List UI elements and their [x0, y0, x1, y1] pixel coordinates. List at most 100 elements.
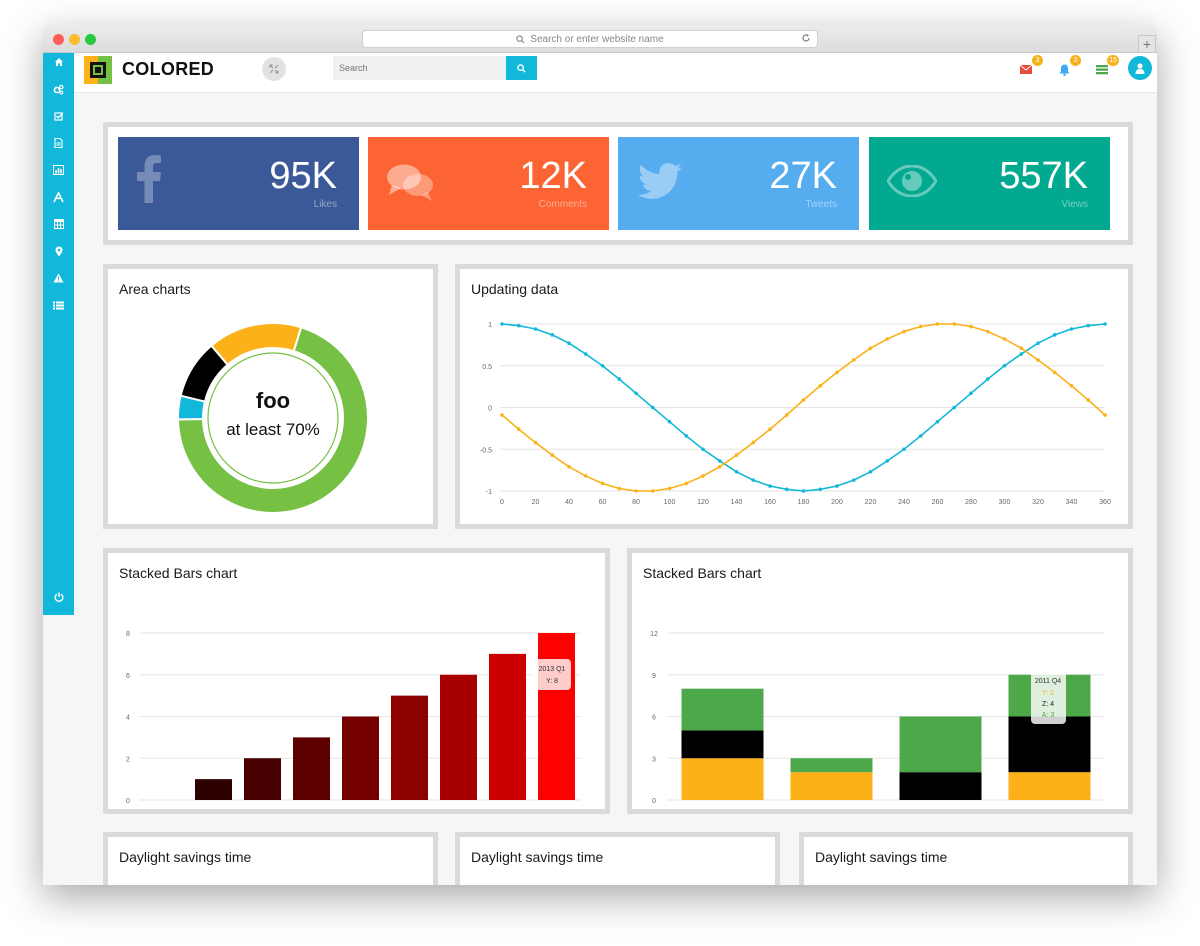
series-point[interactable] — [667, 419, 672, 424]
series-point[interactable] — [500, 322, 504, 326]
series-point[interactable] — [1002, 363, 1007, 368]
series-point[interactable] — [784, 487, 789, 492]
messages-button[interactable]: 15 — [1094, 55, 1119, 79]
series-point[interactable] — [969, 391, 973, 396]
series-point[interactable] — [851, 478, 856, 482]
series-point[interactable] — [550, 453, 555, 457]
series-point[interactable] — [801, 489, 806, 493]
series-point[interactable] — [1002, 337, 1007, 341]
series-point[interactable] — [667, 486, 672, 491]
series-point[interactable] — [550, 333, 555, 337]
series-point[interactable] — [868, 469, 873, 474]
maximize-window-button[interactable] — [85, 34, 96, 45]
fullscreen-button[interactable] — [262, 57, 286, 81]
minimize-window-button[interactable] — [69, 34, 80, 45]
sidebar-item-logout[interactable] — [43, 588, 74, 606]
series-point[interactable] — [768, 427, 772, 432]
series-point[interactable] — [751, 478, 756, 482]
series-point[interactable] — [885, 337, 890, 341]
stacked-bar-segment[interactable] — [1008, 772, 1091, 800]
series-point[interactable] — [1103, 322, 1107, 326]
stacked-bar-segment[interactable] — [790, 772, 873, 800]
series-point[interactable] — [768, 484, 772, 488]
series-point[interactable] — [1103, 413, 1107, 417]
search-input[interactable] — [333, 56, 506, 80]
series-point[interactable] — [1052, 333, 1057, 337]
series-point[interactable] — [1086, 323, 1091, 328]
notifications-button[interactable]: 3 — [1056, 55, 1081, 79]
stacked-bar-segment[interactable] — [681, 688, 764, 731]
bar[interactable] — [391, 695, 428, 800]
stacked-bar-segment[interactable] — [681, 758, 764, 800]
address-bar[interactable]: Search or enter website name — [362, 30, 818, 48]
series-point[interactable] — [1069, 383, 1074, 388]
series-point[interactable] — [516, 323, 521, 328]
stacked-bar-segment[interactable] — [681, 730, 764, 759]
series-point[interactable] — [935, 419, 940, 424]
series-point[interactable] — [818, 383, 823, 388]
series-point[interactable] — [567, 464, 571, 469]
donut-slice[interactable] — [210, 322, 303, 367]
series-point[interactable] — [734, 469, 739, 474]
series-point[interactable] — [835, 484, 839, 488]
series-point[interactable] — [801, 398, 806, 402]
series-point[interactable] — [885, 459, 890, 463]
series-point[interactable] — [617, 486, 622, 491]
sidebar-item-pages[interactable] — [43, 134, 74, 152]
series-point[interactable] — [902, 329, 906, 334]
stacked-bar-segment[interactable] — [899, 772, 982, 800]
series-point[interactable] — [985, 377, 990, 381]
series-point[interactable] — [985, 329, 990, 334]
series-point[interactable] — [818, 487, 823, 492]
sidebar-item-settings[interactable] — [43, 80, 74, 98]
bar[interactable] — [293, 737, 330, 800]
series-point[interactable] — [684, 481, 689, 486]
series-point[interactable] — [634, 391, 638, 396]
series-point[interactable] — [533, 440, 538, 445]
series-point[interactable] — [851, 358, 856, 362]
series-point[interactable] — [1019, 346, 1024, 351]
series-point[interactable] — [600, 363, 605, 368]
series-point[interactable] — [1086, 398, 1091, 402]
close-window-button[interactable] — [53, 34, 64, 45]
series-point[interactable] — [650, 405, 655, 410]
sidebar-item-tasks[interactable] — [43, 107, 74, 125]
sidebar-item-home[interactable] — [43, 53, 74, 71]
series-point[interactable] — [717, 459, 722, 463]
bar[interactable] — [538, 633, 575, 800]
series-point[interactable] — [952, 405, 957, 410]
user-avatar[interactable] — [1128, 56, 1152, 80]
sidebar-item-alerts[interactable] — [43, 269, 74, 287]
series-point[interactable] — [1069, 327, 1074, 331]
series-point[interactable] — [751, 440, 756, 445]
sidebar-item-charts[interactable] — [43, 161, 74, 179]
stacked-bar-segment[interactable] — [899, 716, 982, 773]
series-point[interactable] — [1052, 370, 1057, 375]
series-point[interactable] — [650, 489, 655, 493]
logo-icon[interactable] — [84, 56, 112, 84]
bar[interactable] — [342, 716, 379, 801]
series-point[interactable] — [902, 447, 906, 452]
series-point[interactable] — [701, 474, 705, 478]
new-tab-button[interactable]: + — [1138, 35, 1156, 53]
series-point[interactable] — [918, 324, 923, 329]
stacked-bar-segment[interactable] — [790, 758, 873, 773]
series-point[interactable] — [935, 322, 940, 326]
series-point[interactable] — [1036, 358, 1040, 362]
sidebar-item-maps[interactable] — [43, 242, 74, 260]
series-point[interactable] — [533, 327, 538, 331]
bar[interactable] — [195, 779, 232, 800]
series-point[interactable] — [717, 464, 722, 469]
series-point[interactable] — [918, 434, 923, 438]
donut-slice[interactable] — [176, 325, 369, 514]
series-point[interactable] — [1019, 352, 1024, 356]
series-point[interactable] — [1036, 341, 1040, 346]
series-point[interactable] — [684, 434, 689, 438]
series-point[interactable] — [583, 352, 588, 356]
reload-icon[interactable] — [801, 33, 811, 43]
series-point[interactable] — [701, 447, 705, 452]
stacked-bar-segment[interactable] — [1008, 716, 1091, 773]
series-point[interactable] — [952, 322, 957, 326]
series-point[interactable] — [835, 370, 839, 375]
sidebar-item-tables[interactable] — [43, 215, 74, 233]
